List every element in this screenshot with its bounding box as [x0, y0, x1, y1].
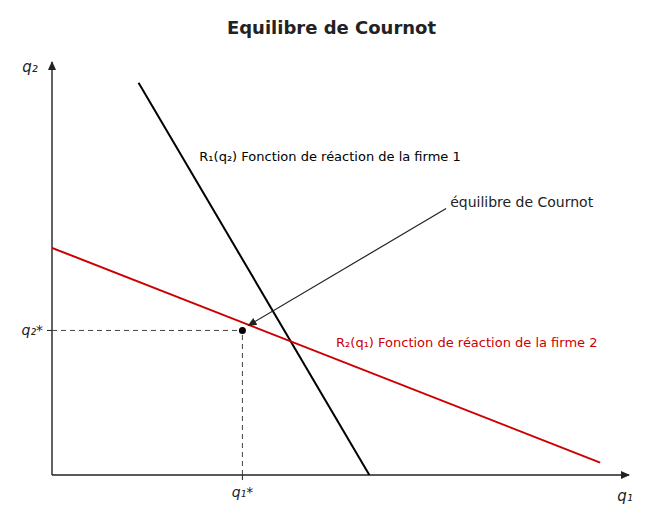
- series-label: R₁(q₂) Fonction de réaction de la firme …: [199, 149, 460, 164]
- y-axis: [51, 62, 52, 475]
- x-tick: [242, 475, 243, 480]
- y-tick-label: q₂*: [22, 322, 44, 338]
- annotation: équilibre de Cournot: [450, 194, 594, 210]
- chart-svg: Equilibre de Cournot q₁ q₂ q₁* q₂* R₁(q₂) Fon…: [0, 0, 663, 523]
- y-axis-label: q₂: [22, 58, 38, 76]
- guide-line-y: [52, 330, 242, 331]
- title: Equilibre de Cournot: [227, 17, 437, 38]
- annotation-arrow: [248, 209, 446, 326]
- chart-container: Equilibre de Cournot q₁ q₂ q₁* q₂* R₁(q₂) Fon…: [0, 0, 663, 523]
- reaction-line: [139, 83, 370, 475]
- x-axis-label: q₁: [617, 487, 633, 505]
- equilibrium-point: [239, 327, 246, 334]
- y-tick: [47, 330, 52, 331]
- x-axis: [52, 474, 629, 475]
- x-tick-label: q₁*: [232, 484, 254, 500]
- plot-area: [52, 83, 600, 475]
- guide-line-x: [242, 330, 243, 475]
- series-label: R₂(q₁) Fonction de réaction de la firme …: [336, 335, 597, 350]
